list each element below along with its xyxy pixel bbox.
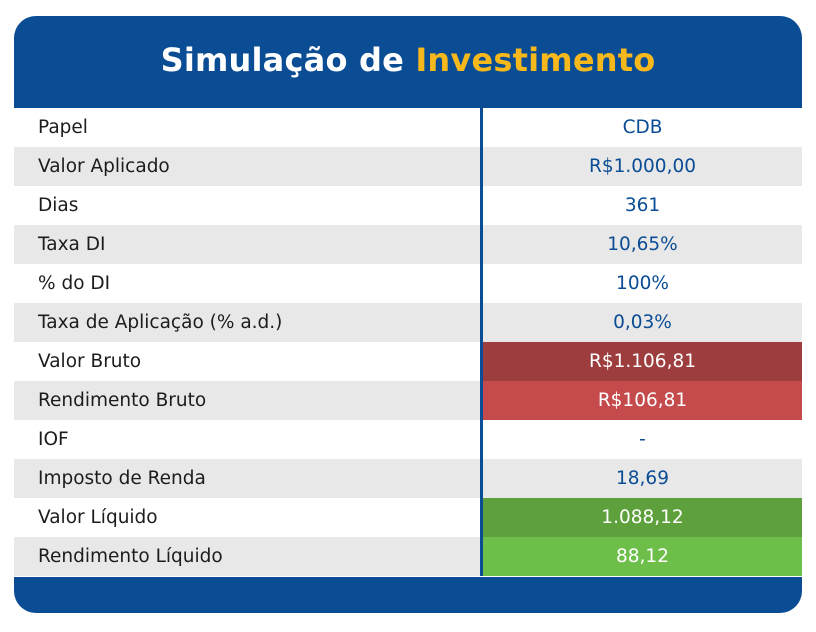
row-label: Valor Aplicado: [38, 156, 170, 177]
row-label: Taxa DI: [38, 234, 106, 255]
row-label: Imposto de Renda: [38, 468, 206, 489]
title-prefix: Simulação de: [160, 41, 404, 79]
row-label: Taxa de Aplicação (% a.d.): [38, 312, 283, 333]
column-divider: [480, 459, 483, 498]
row-value: R$1.106,81: [483, 342, 802, 381]
row-value: 88,12: [483, 537, 802, 576]
table-row-imposto-renda: Imposto de Renda 18,69: [14, 459, 802, 498]
table-row-taxa-di: Taxa DI 10,65%: [14, 225, 802, 264]
row-label: Valor Líquido: [38, 507, 158, 528]
column-divider: [480, 498, 483, 537]
column-divider: [480, 147, 483, 186]
table-row-valor-liquido: Valor Líquido 1.088,12: [14, 498, 802, 537]
table-row-valor-bruto: Valor Bruto R$1.106,81: [14, 342, 802, 381]
column-divider: [480, 225, 483, 264]
column-divider: [480, 342, 483, 381]
page-title: Simulação de Investimento: [14, 16, 802, 108]
table-row-rendimento-bruto: Rendimento Bruto R$106,81: [14, 381, 802, 420]
simulation-table: Papel CDB Valor Aplicado R$1.000,00 Dias…: [14, 108, 802, 577]
table-row-papel: Papel CDB: [14, 108, 802, 147]
row-value: R$1.000,00: [588, 156, 696, 177]
table-row-taxa-aplicacao: Taxa de Aplicação (% a.d.) 0,03%: [14, 303, 802, 342]
row-label: Valor Bruto: [38, 351, 142, 372]
column-divider: [480, 420, 483, 459]
column-divider: [480, 186, 483, 225]
column-divider: [480, 381, 483, 420]
column-divider: [480, 264, 483, 303]
row-value: CDB: [622, 117, 663, 138]
row-value: R$106,81: [483, 381, 802, 420]
table-row-valor-aplicado: Valor Aplicado R$1.000,00: [14, 147, 802, 186]
row-label: Dias: [38, 195, 79, 216]
row-value: -: [639, 429, 646, 450]
row-label: Rendimento Líquido: [38, 546, 223, 567]
row-value: 0,03%: [613, 312, 672, 333]
table-row-rendimento-liquido: Rendimento Líquido 88,12: [14, 537, 802, 576]
column-divider: [480, 303, 483, 342]
table-row-dias: Dias 361: [14, 186, 802, 225]
column-divider: [480, 537, 483, 576]
table-row-iof: IOF -: [14, 420, 802, 459]
row-label: IOF: [38, 429, 69, 450]
simulation-card: Simulação de Investimento Papel CDB Valo…: [14, 16, 802, 613]
row-value: 100%: [616, 273, 669, 294]
row-label: Rendimento Bruto: [38, 390, 207, 411]
row-value: 1.088,12: [483, 498, 802, 537]
table-row-percent-di: % do DI 100%: [14, 264, 802, 303]
row-value: 10,65%: [607, 234, 678, 255]
row-value: 18,69: [616, 468, 669, 489]
column-divider: [480, 108, 483, 147]
title-accent: Investimento: [415, 41, 656, 79]
row-value: 361: [624, 195, 661, 216]
row-label: Papel: [38, 117, 88, 138]
row-label: % do DI: [38, 273, 111, 294]
